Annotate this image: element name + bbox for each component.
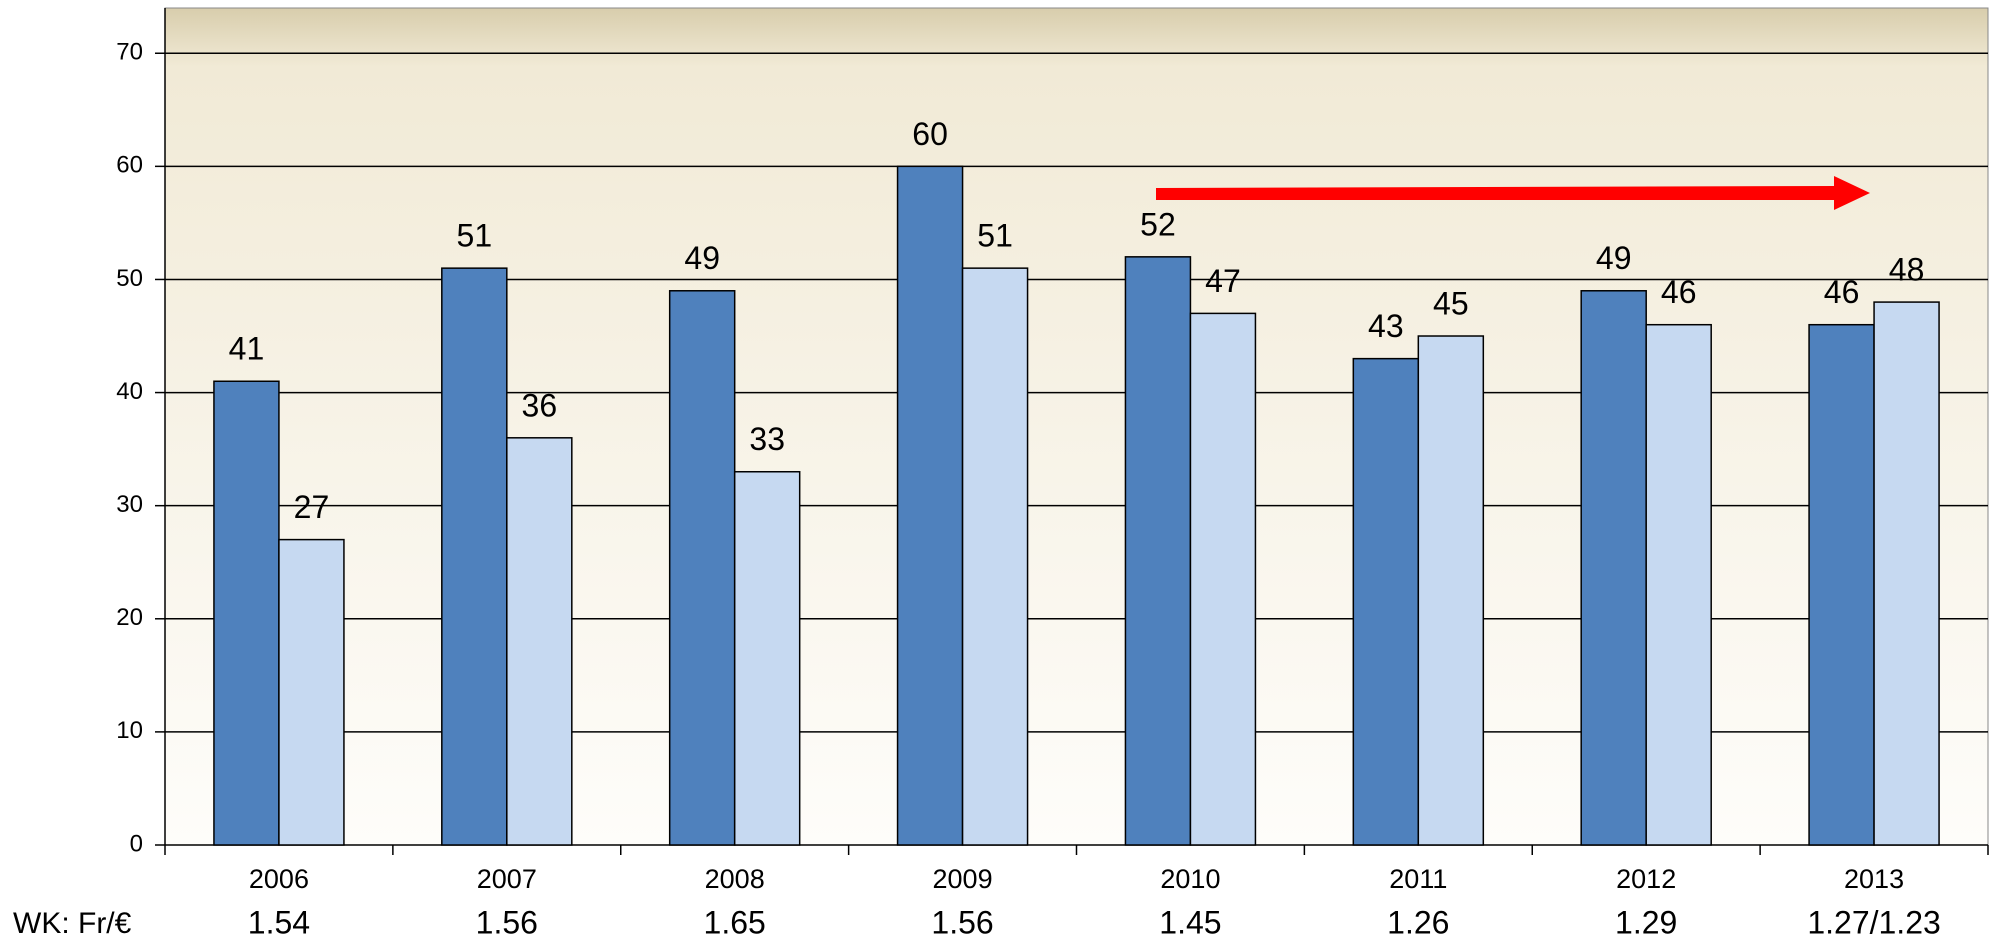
bar <box>668 290 736 846</box>
exchange-rate: 1.56 <box>476 904 538 940</box>
bar <box>1645 323 1712 846</box>
exchange-rate: 1.54 <box>248 904 310 940</box>
exchange-rate: 1.26 <box>1387 904 1449 940</box>
x-tick-label: 2007 <box>477 864 537 894</box>
bar <box>961 267 1029 846</box>
data-label: 45 <box>1433 285 1469 321</box>
bar <box>1580 290 1647 846</box>
bar <box>1873 301 1940 846</box>
data-label: 41 <box>229 331 265 367</box>
data-label: 36 <box>522 387 558 423</box>
bar <box>441 267 508 846</box>
bar <box>733 470 801 846</box>
exchange-rate: 1.56 <box>931 904 993 940</box>
x-tick-label: 2010 <box>1160 864 1220 894</box>
exchange-rate-label: WK: Fr/€ <box>13 907 132 940</box>
x-tick-label: 2009 <box>933 864 993 894</box>
data-label: 46 <box>1661 274 1697 310</box>
exchange-rate: 1.29 <box>1615 904 1677 940</box>
bar <box>506 437 573 846</box>
x-tick-label: 2006 <box>249 864 309 894</box>
bar <box>1189 312 1257 846</box>
y-tick-label: 0 <box>130 830 143 857</box>
exchange-rate: 1.65 <box>704 904 766 940</box>
bar <box>1352 357 1420 846</box>
trend-arrow <box>1156 176 1870 210</box>
y-tick-label: 30 <box>116 491 143 518</box>
data-label: 47 <box>1205 263 1241 299</box>
x-tick-label: 2012 <box>1616 864 1676 894</box>
exchange-rate: 1.45 <box>1159 904 1221 940</box>
y-tick-label: 50 <box>116 265 143 292</box>
data-label: 52 <box>1140 206 1176 242</box>
data-label: 60 <box>912 116 948 152</box>
x-tick-label: 2011 <box>1389 864 1447 894</box>
data-label: 49 <box>1596 240 1632 276</box>
bar <box>1808 323 1875 846</box>
y-tick-label: 60 <box>116 152 143 179</box>
x-tick-label: 2008 <box>705 864 765 894</box>
plot-area <box>164 7 1989 846</box>
data-label: 33 <box>749 421 785 457</box>
data-label: 46 <box>1824 274 1860 310</box>
y-tick-label: 70 <box>116 39 143 66</box>
bar <box>213 380 280 846</box>
data-label: 49 <box>684 240 720 276</box>
bar <box>896 165 964 846</box>
bar <box>1124 256 1192 846</box>
data-label: 51 <box>977 218 1013 254</box>
data-label: 48 <box>1889 252 1925 288</box>
data-label: 27 <box>294 489 330 525</box>
data-label: 43 <box>1368 308 1404 344</box>
y-tick-label: 10 <box>116 717 143 744</box>
bar <box>1417 335 1485 846</box>
y-tick-label: 20 <box>116 604 143 631</box>
x-tick-label: 2013 <box>1844 864 1904 894</box>
y-tick-label: 40 <box>116 378 143 405</box>
exchange-rate: 1.27/1.23 <box>1807 904 1940 940</box>
bar <box>278 538 345 846</box>
data-label: 51 <box>457 218 493 254</box>
